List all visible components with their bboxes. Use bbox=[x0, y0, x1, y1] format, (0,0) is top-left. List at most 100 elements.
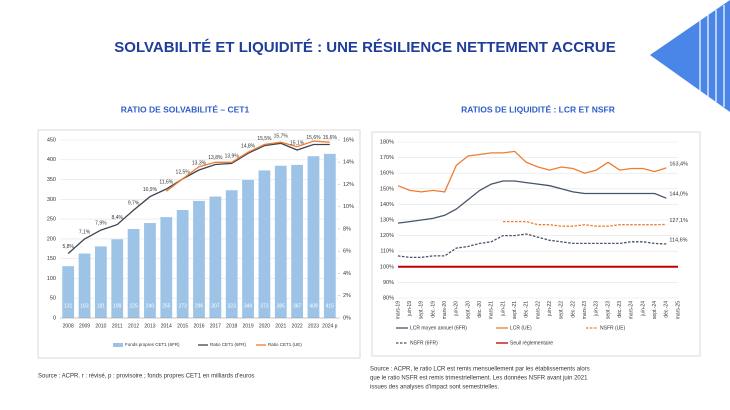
data-label: 13,3% bbox=[192, 160, 207, 166]
data-label: 14,8% bbox=[241, 144, 256, 150]
legend-label: NSFR (UE) bbox=[600, 325, 626, 331]
y2-tick-label: 2% bbox=[343, 293, 351, 299]
bar-label: 323 bbox=[228, 303, 237, 309]
y2-tick-label: 6% bbox=[343, 249, 351, 255]
data-label: 11,6% bbox=[159, 179, 173, 185]
x-tick-label: 2012 bbox=[128, 323, 139, 329]
bar bbox=[127, 229, 140, 318]
bar bbox=[291, 164, 304, 318]
data-label: 15,5% bbox=[257, 136, 272, 142]
logo-stripes bbox=[699, 5, 725, 107]
data-label: 114,6% bbox=[669, 237, 687, 243]
bar bbox=[307, 156, 320, 318]
y2-tick-label: 16% bbox=[343, 137, 354, 143]
bar-label: 415 bbox=[326, 303, 335, 309]
legend-label: Fonds propres CET1 (6FR) bbox=[125, 342, 180, 347]
data-label: 163,4% bbox=[669, 161, 688, 167]
legend-label: Seuil réglementaire bbox=[510, 340, 553, 346]
bar-label: 349 bbox=[244, 303, 253, 309]
source: Source : ACPR, le ratio LCR est remis me… bbox=[370, 367, 590, 373]
y-tick-label: 350 bbox=[47, 177, 56, 183]
source: issues des analyses d’impact sont semest… bbox=[370, 385, 499, 391]
y-tick-label: 110% bbox=[380, 249, 394, 255]
bar-label: 385 bbox=[277, 303, 286, 309]
source: Source : ACPR. r : révisé, p : provisoir… bbox=[38, 374, 254, 380]
source: que le ratio NSFR est remis trimestriell… bbox=[370, 376, 588, 382]
x-tick-label: juin-19 bbox=[407, 301, 413, 317]
bar-label: 225 bbox=[129, 303, 138, 309]
x-tick-label: juin-23 bbox=[594, 301, 600, 317]
chart-frame bbox=[371, 131, 701, 357]
bar bbox=[193, 200, 205, 318]
chart-frame bbox=[37, 129, 361, 359]
x-tick-label: sept.-19 bbox=[419, 301, 425, 319]
chart-title: RATIOS DE LIQUIDITÉ : LCR ET NSFR bbox=[461, 104, 615, 114]
y-tick-label: 160% bbox=[380, 171, 394, 177]
y-tick-label: 130% bbox=[380, 217, 394, 223]
bar bbox=[242, 179, 254, 318]
y-tick-label: 140% bbox=[380, 202, 394, 208]
x-tick-label: juin-22 bbox=[547, 301, 553, 317]
x-tick-label: déc.-22 bbox=[570, 301, 576, 318]
x-tick-label: sept.-23 bbox=[605, 301, 611, 319]
x-tick-label: 2014 bbox=[161, 323, 172, 329]
x-tick-label: mars-23 bbox=[582, 301, 588, 320]
legend-label: LCR (UE) bbox=[510, 325, 532, 331]
x-tick-label: 2008 bbox=[63, 323, 74, 329]
bar bbox=[111, 239, 124, 318]
bar bbox=[78, 253, 91, 318]
legend-label: Ratio CET1 (UE) bbox=[268, 342, 302, 347]
y2-tick-label: 14% bbox=[343, 160, 354, 166]
bar bbox=[160, 217, 173, 318]
x-tick-label: déc.-23 bbox=[617, 301, 623, 318]
bar-label: 373 bbox=[260, 303, 269, 309]
x-tick-label: 2015 bbox=[177, 323, 188, 329]
x-tick-label: 2017 bbox=[210, 323, 221, 329]
x-tick-label: 2019 bbox=[242, 323, 253, 329]
x-tick-label: 2021 bbox=[275, 323, 286, 329]
slide-title: SOLVABILITÉ ET LIQUIDITÉ : UNE RÉSILIENC… bbox=[114, 39, 615, 56]
data-label: 7,1% bbox=[79, 229, 91, 235]
x-tick-label: 2013 bbox=[144, 323, 155, 329]
y-tick-label: 150 bbox=[47, 256, 56, 262]
y-tick-label: 50 bbox=[50, 296, 56, 302]
x-tick-label: sept.-21 bbox=[512, 301, 518, 319]
bar bbox=[258, 170, 271, 318]
x-tick-label: 2020 bbox=[259, 323, 270, 329]
bar-label: 409 bbox=[309, 303, 318, 309]
x-tick-label: juin-20 bbox=[454, 301, 460, 317]
bar-label: 387 bbox=[293, 303, 302, 309]
y-tick-label: 450 bbox=[47, 137, 56, 143]
x-tick-label: juin-21 bbox=[500, 301, 506, 317]
x-tick-label: déc.-19 bbox=[430, 301, 436, 318]
x-tick-label: 2011 bbox=[112, 323, 123, 329]
y-tick-label: 100 bbox=[47, 276, 56, 282]
x-tick-label: mars-25 bbox=[675, 301, 681, 320]
x-tick-label: mars-19 bbox=[395, 301, 401, 320]
data-label: 8,4% bbox=[112, 215, 124, 221]
data-label: 15,6% bbox=[323, 135, 338, 141]
y-tick-label: 170% bbox=[380, 155, 394, 161]
bar bbox=[144, 223, 156, 318]
data-label: 13,8% bbox=[208, 155, 223, 161]
data-label: 9,7% bbox=[128, 200, 140, 206]
y-tick-label: 100% bbox=[380, 264, 394, 270]
legend-label: LCR moyen annuel (6FR) bbox=[410, 325, 467, 331]
y2-tick-label: 0% bbox=[343, 315, 351, 321]
y-tick-label: 180% bbox=[380, 139, 394, 145]
data-label: 127,1% bbox=[669, 218, 688, 224]
series-line bbox=[503, 220, 667, 227]
bar-label: 240 bbox=[146, 303, 155, 309]
bar-label: 307 bbox=[211, 303, 220, 309]
x-tick-label: 2016 bbox=[193, 323, 204, 329]
data-label: 10,9% bbox=[143, 187, 158, 193]
x-tick-label: 2024 p bbox=[322, 323, 338, 329]
bar bbox=[225, 190, 238, 318]
x-tick-label: mars-20 bbox=[442, 301, 448, 320]
bar-label: 181 bbox=[97, 303, 106, 309]
data-label: 12,5% bbox=[176, 169, 191, 175]
bar bbox=[274, 165, 287, 318]
logo bbox=[650, 0, 730, 112]
bar-label: 296 bbox=[195, 303, 204, 309]
x-tick-label: mars-22 bbox=[535, 301, 541, 320]
